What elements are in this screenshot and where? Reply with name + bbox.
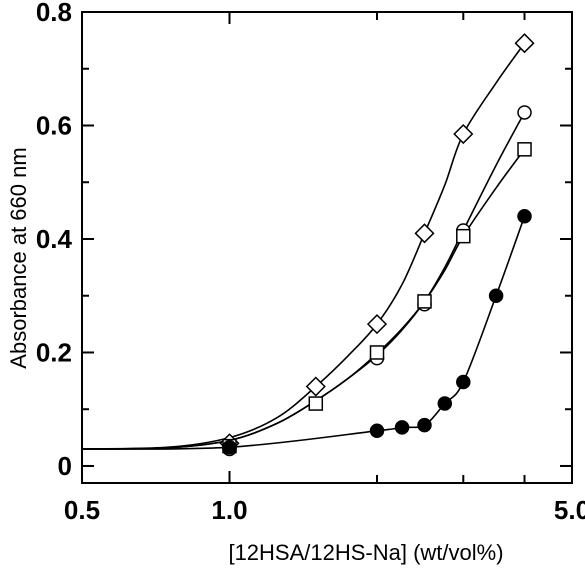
x-axis-title: [12HSA/12HS-Na] (wt/vol%) bbox=[228, 540, 503, 565]
x-tick-label: 0.5 bbox=[64, 495, 100, 525]
series-3-square-point bbox=[456, 228, 471, 244]
series-4-circle-point bbox=[437, 396, 453, 411]
series-1-diamond-point bbox=[453, 123, 474, 145]
series-4-circle-point bbox=[369, 423, 385, 439]
y-tick-label: 0.8 bbox=[36, 0, 72, 27]
series-3-square-point bbox=[369, 345, 385, 360]
series-3-square-point bbox=[308, 396, 324, 411]
series-3-curve bbox=[81, 148, 526, 450]
series-1-diamond-point bbox=[514, 33, 535, 54]
x-tick-label: 1.0 bbox=[211, 495, 247, 525]
series-4-circle-point bbox=[488, 288, 504, 303]
y-tick-label: 0.2 bbox=[36, 337, 72, 367]
plot-frame bbox=[81, 11, 573, 484]
series-4-circle-point bbox=[456, 374, 471, 390]
series-3-square-point bbox=[517, 142, 532, 157]
series-4-curve bbox=[81, 216, 526, 450]
series-4-circle-point bbox=[394, 420, 410, 435]
series-4-circle-point bbox=[417, 417, 432, 433]
series-1-diamond-point bbox=[305, 376, 326, 397]
y-tick-label: 0.6 bbox=[36, 110, 72, 140]
y-axis-title: Absorbance at 660 nm bbox=[6, 147, 31, 368]
series-4-circle-point bbox=[517, 209, 532, 224]
series-3-square-point bbox=[417, 294, 432, 309]
y-tick-label: 0.4 bbox=[36, 224, 73, 254]
series-4-circle-point bbox=[222, 439, 237, 455]
y-tick-label: 0 bbox=[58, 451, 72, 481]
series-1-diamond-point bbox=[414, 223, 435, 244]
series-2-circle-point bbox=[517, 105, 532, 120]
series-1-diamond-point bbox=[366, 314, 388, 335]
x-tick-label: 5.0 bbox=[554, 495, 585, 525]
